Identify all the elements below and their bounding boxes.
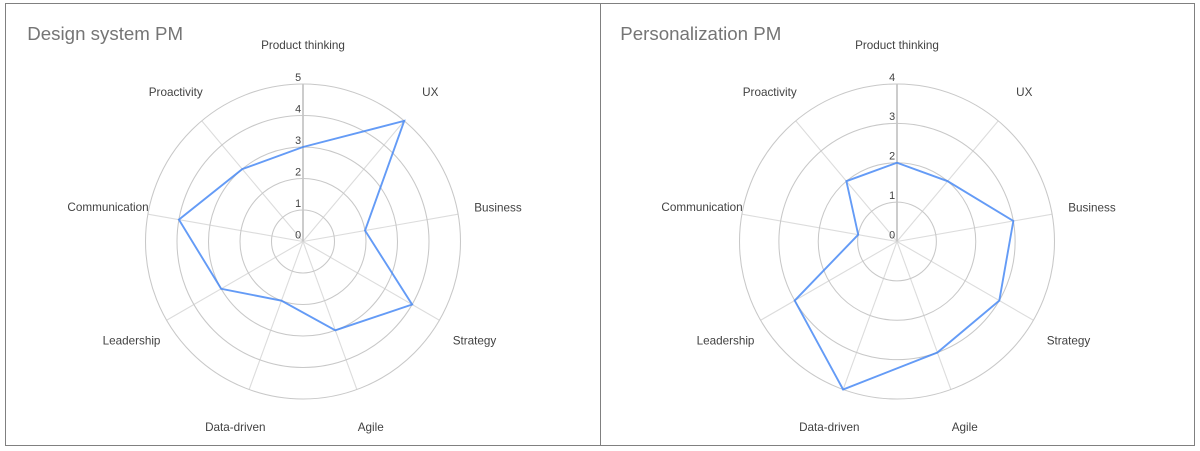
svg-text:2: 2 [889,151,895,163]
svg-text:Agile: Agile [952,421,978,434]
svg-text:Communication: Communication [67,201,148,214]
svg-text:3: 3 [889,111,895,123]
svg-text:Agile: Agile [358,421,384,434]
svg-text:4: 4 [889,72,895,84]
svg-text:Product thinking: Product thinking [855,39,939,52]
svg-text:Product thinking: Product thinking [261,39,345,52]
svg-text:UX: UX [422,86,438,99]
svg-text:Strategy: Strategy [1047,334,1091,347]
svg-text:Data-driven: Data-driven [799,421,859,434]
svg-text:Communication: Communication [661,201,742,214]
svg-text:Personalization PM: Personalization PM [620,23,781,44]
svg-text:Leadership: Leadership [697,334,755,347]
svg-text:0: 0 [889,229,895,241]
svg-text:Leadership: Leadership [103,334,161,347]
svg-text:Strategy: Strategy [453,334,497,347]
svg-text:Proactivity: Proactivity [743,86,797,99]
svg-text:3: 3 [295,135,301,147]
svg-text:Proactivity: Proactivity [149,86,203,99]
svg-text:0: 0 [295,229,301,241]
svg-text:5: 5 [295,72,301,84]
svg-text:Business: Business [474,201,522,214]
svg-text:2: 2 [295,166,301,178]
svg-text:1: 1 [295,198,301,210]
svg-text:4: 4 [295,103,301,115]
svg-text:Data-driven: Data-driven [205,421,265,434]
svg-text:UX: UX [1016,86,1032,99]
svg-text:1: 1 [889,190,895,202]
svg-text:Design system PM: Design system PM [27,23,183,44]
svg-text:Business: Business [1068,201,1116,214]
